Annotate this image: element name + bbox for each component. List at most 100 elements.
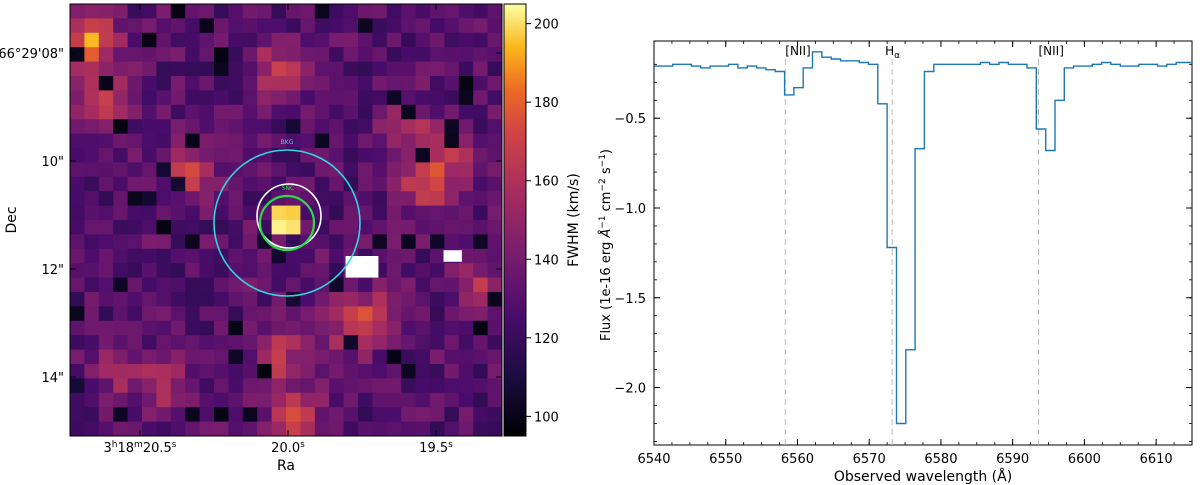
- colorbar-gradient: [503, 3, 527, 437]
- map-pixel: [98, 248, 114, 264]
- map-pixel: [156, 162, 172, 178]
- map-pixel: [401, 407, 417, 423]
- map-pixel: [70, 191, 85, 207]
- map-pixel: [127, 349, 143, 365]
- map-pixel: [214, 320, 229, 336]
- map-pixel: [458, 162, 474, 178]
- map-pixel: [242, 191, 258, 207]
- map-pixel: [257, 421, 273, 436]
- map-pixel: [142, 176, 157, 192]
- map-pixel: [401, 191, 417, 207]
- map-pixel: [473, 349, 489, 365]
- map-pixel: [142, 306, 157, 322]
- map-pixel: [228, 349, 244, 365]
- map-pixel: [199, 104, 215, 120]
- map-pixel: [358, 90, 373, 106]
- map-pixel: [70, 234, 85, 250]
- map-pixel: [300, 407, 316, 423]
- map-pixel: [286, 392, 301, 408]
- map-pixel: [242, 104, 258, 120]
- map-pixel: [98, 335, 114, 351]
- map-pixel: [372, 421, 388, 436]
- map-pixel: [214, 349, 229, 365]
- map-pixel: [170, 61, 186, 77]
- map-pixel: [286, 76, 301, 91]
- map-pixel: [401, 277, 417, 293]
- map-pixel: [386, 263, 402, 279]
- map-pixel: [300, 119, 316, 135]
- map-pixel: [401, 292, 417, 307]
- map-pixel: [199, 61, 215, 77]
- map-pixel: [487, 248, 502, 264]
- map-pixel: [458, 220, 474, 235]
- map-pixel: [185, 277, 201, 293]
- map-pixel: [271, 119, 287, 135]
- colorbar-tick-label: 160: [534, 175, 559, 190]
- map-pixel: [386, 4, 402, 19]
- map-pixel: [300, 104, 316, 120]
- map-pixel: [113, 205, 129, 221]
- map-pixel: [214, 104, 229, 120]
- map-pixel: [386, 248, 402, 264]
- map-pixel: [199, 349, 215, 365]
- map-pixel: [473, 162, 489, 178]
- map-pixel: [300, 162, 316, 178]
- map-pixel: [444, 119, 460, 135]
- map-pixel: [70, 407, 85, 423]
- map-pixel: [113, 76, 129, 91]
- map-pixel: [84, 61, 100, 77]
- map-pixel: [430, 349, 445, 365]
- map-pixel: [401, 320, 417, 336]
- map-pixel: [127, 133, 143, 149]
- map-pixel: [458, 407, 474, 423]
- map-pixel: [444, 263, 460, 279]
- map-pixel: [286, 407, 301, 423]
- map-pixel: [430, 378, 445, 394]
- map-pixel: [113, 320, 129, 336]
- map-pixel: [199, 277, 215, 293]
- map-pixel: [98, 4, 114, 19]
- map-pixel: [430, 61, 445, 77]
- map-pixel: [228, 421, 244, 436]
- map-pixel: [156, 104, 172, 120]
- map-pixel: [401, 61, 417, 77]
- map-pixel: [199, 119, 215, 135]
- map-pixel: [98, 119, 114, 135]
- map-pixel: [113, 191, 129, 207]
- map-pixel: [314, 176, 330, 192]
- map-pixel: [401, 176, 417, 192]
- map-pixel: [170, 248, 186, 264]
- map-pixel: [372, 4, 388, 19]
- map-pixel: [487, 277, 502, 293]
- fwhm-map-image: [70, 4, 502, 436]
- map-pixel: [358, 32, 373, 48]
- map-pixel: [257, 364, 273, 379]
- map-pixel: [156, 205, 172, 221]
- map-pixel: [415, 76, 431, 91]
- map-pixel: [430, 18, 445, 34]
- map-pixel: [358, 349, 373, 365]
- spectrum-y-tick-label: −1.0: [614, 202, 646, 217]
- map-pixel: [228, 292, 244, 307]
- map-pixel: [372, 378, 388, 394]
- map-pixel: [487, 47, 502, 63]
- map-pixel: [286, 306, 301, 322]
- map-pixel: [228, 90, 244, 106]
- map-pixel: [343, 32, 359, 48]
- map-pixel: [170, 234, 186, 250]
- map-pixel: [314, 90, 330, 106]
- map-pixel: [228, 191, 244, 207]
- map-pixel: [444, 191, 460, 207]
- map-pixel: [214, 205, 229, 221]
- map-pixel: [401, 335, 417, 351]
- map-pixel: [473, 277, 489, 293]
- map-pixel: [386, 148, 402, 163]
- map-pixel: [98, 148, 114, 163]
- map-pixel: [286, 320, 301, 336]
- map-pixel: [127, 76, 143, 91]
- map-pixel: [358, 191, 373, 207]
- map-pixel: [127, 205, 143, 221]
- map-pixel: [170, 277, 186, 293]
- map-pixel: [343, 119, 359, 135]
- map-pixel: [142, 277, 157, 293]
